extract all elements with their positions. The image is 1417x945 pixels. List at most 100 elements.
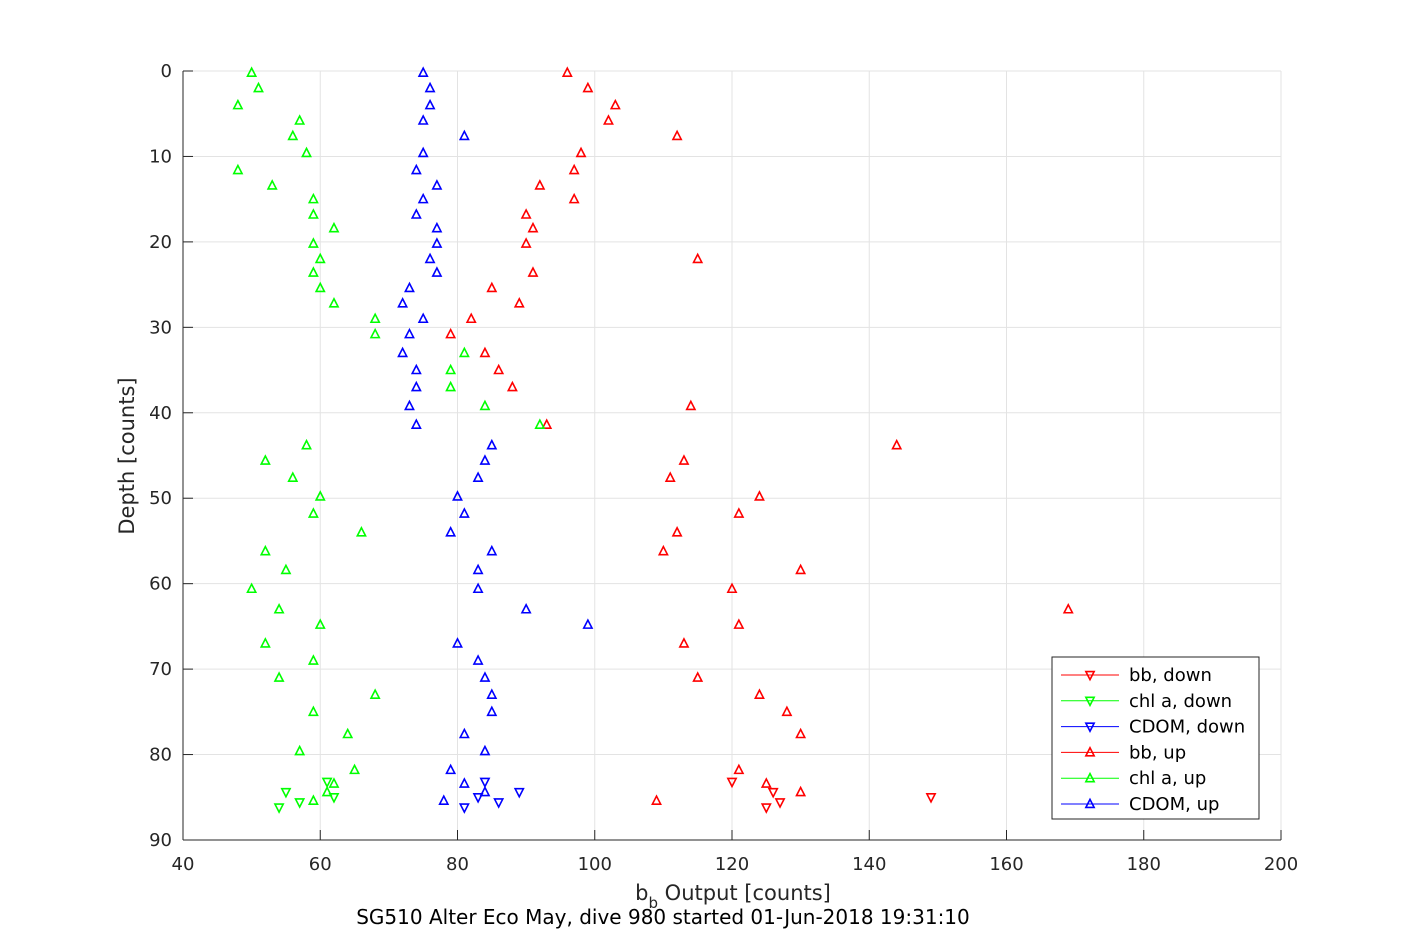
data-point [795,563,807,575]
legend-marker [1084,670,1096,682]
legend-entry: chl a, down [1061,691,1232,712]
data-point [458,507,470,518]
data-point [781,705,793,717]
data-point [767,787,779,799]
legend-label: CDOM, down [1129,717,1245,738]
data-point [355,526,367,537]
legend-marker [1084,771,1096,783]
data-point [246,582,258,594]
data-point [472,471,484,482]
data-point [431,266,443,277]
series-chl-a-down [273,777,340,814]
data-point [397,297,409,308]
y-tick-label: 90 [149,830,172,851]
y-axis-label: Depth [counts] [115,377,139,534]
data-point [479,777,491,789]
data-point [520,208,532,219]
legend-label: bb, up [1129,742,1186,763]
series-chl-a-up [232,66,546,805]
data-point [287,471,299,482]
y-tick-label: 60 [149,574,172,595]
data-point [726,777,738,789]
data-point [321,785,333,797]
data-point [410,418,422,429]
x-tick-label: 160 [989,854,1023,875]
data-point [307,192,319,204]
data-point [534,418,546,429]
y-tick-label: 30 [149,317,172,338]
data-point [404,327,415,339]
data-point [307,237,319,248]
y-tick-label: 0 [161,61,172,82]
legend-marker [1084,746,1096,757]
data-point [410,208,422,219]
data-point [493,798,505,809]
axis-frame [182,70,1282,841]
data-point [431,221,443,233]
data-point [760,777,772,788]
data-point [294,798,306,809]
data-point [458,346,470,358]
x-axis-label-main: b [635,881,648,905]
data-point [472,654,484,665]
data-point [486,281,498,293]
x-tick-label: 140 [852,854,886,875]
x-tick-label: 200 [1264,854,1298,875]
data-point [307,507,319,518]
data-point [465,312,477,324]
legend-label: chl a, down [1129,691,1232,712]
caption: SG510 Alter Eco May, dive 980 started 01… [356,905,970,929]
data-point [253,81,264,93]
x-tick-label: 100 [578,854,612,875]
data-point [314,281,326,293]
series-bb-down [726,777,937,814]
series-cdom-down [458,777,525,814]
data-point [445,363,457,375]
data-point [294,744,306,756]
data-point [541,418,553,429]
data-point [493,363,505,375]
data-point [520,602,532,614]
data-point [445,763,457,775]
data-point [685,399,697,411]
data-point [506,380,518,392]
data-point [259,544,271,556]
data-point [314,252,326,264]
data-point [671,129,683,141]
data-point [301,438,312,450]
data-point [424,81,436,93]
data-point [527,221,539,233]
data-point [445,526,457,537]
data-point [273,602,285,614]
data-point [753,688,765,699]
data-point [458,727,470,739]
data-point [678,454,690,465]
data-point [609,98,621,110]
data-point [287,129,299,141]
data-point [445,380,457,392]
legend-marker [1084,722,1096,733]
data-point [314,618,326,629]
data-point [424,252,436,264]
data-point [232,98,244,110]
data-point [479,744,491,756]
legend-entry: bb, down [1061,665,1212,686]
data-point [404,281,415,293]
data-point [678,637,690,648]
data-point [294,114,306,125]
data-point [417,312,429,324]
data-point [472,582,484,594]
data-point [417,66,429,77]
data-point [733,763,745,775]
data-point [369,688,381,699]
data-point [479,399,491,411]
data-point [458,777,470,788]
legend-box [1051,656,1260,820]
data-markers [232,66,1074,814]
data-point [307,794,319,805]
data-point [417,192,429,204]
x-tick-label: 60 [309,854,332,875]
data-point [568,192,580,204]
data-point [472,563,484,575]
data-point [479,346,491,358]
